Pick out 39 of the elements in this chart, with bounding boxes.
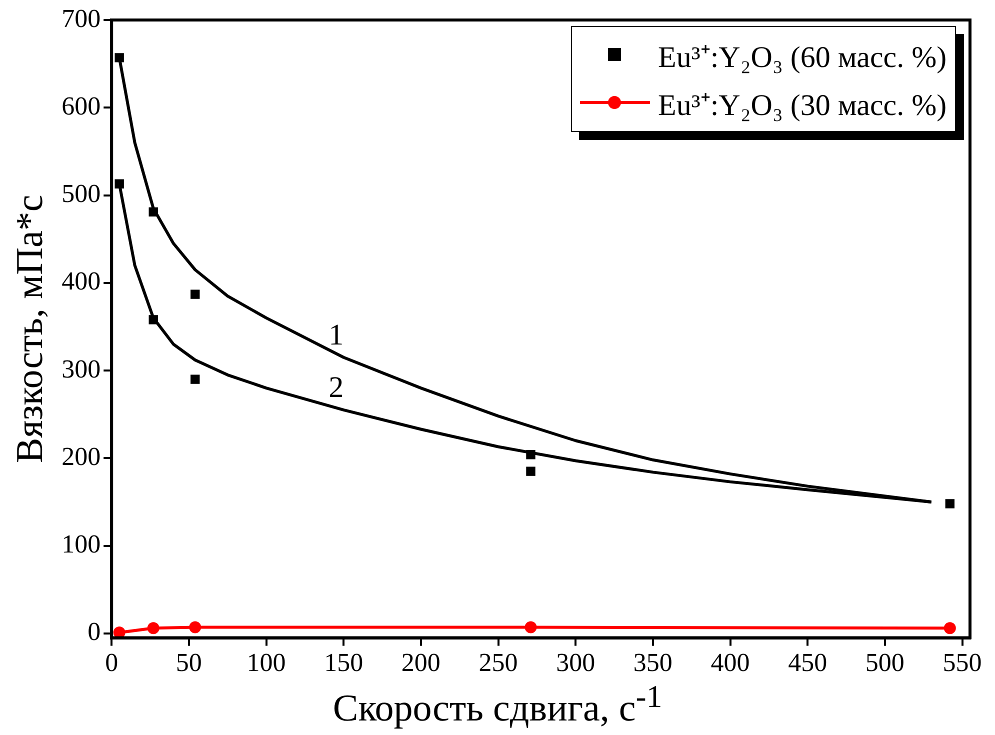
point [189, 621, 202, 634]
legend-label: Eu³⁺:Y₂O₃ (60 масс. %) [658, 40, 947, 76]
y-tick-label: 100 [62, 530, 101, 559]
point [944, 622, 956, 634]
point [113, 626, 126, 638]
y-tick-label: 700 [62, 4, 101, 33]
y-tick-label: 400 [62, 266, 101, 296]
x-tick-label: 400 [710, 648, 750, 678]
point [147, 622, 160, 634]
y-axis-title: Вязкость, мПа*с [8, 194, 51, 464]
point [524, 621, 537, 634]
y-tick-label: 600 [62, 91, 101, 120]
point [190, 374, 200, 384]
point [945, 499, 954, 508]
point [114, 179, 124, 188]
x-tick-label: 250 [478, 648, 518, 678]
x-tick-label: 150 [324, 648, 364, 678]
point [526, 450, 536, 460]
y-tick-label: 300 [62, 354, 101, 384]
x-axis-title: Скорость сдвига, с$^{-1}$ [332, 679, 664, 731]
y-tick-label: 500 [62, 179, 101, 208]
y-tick-label: 0 [88, 617, 101, 646]
point [190, 290, 200, 299]
point [148, 315, 158, 324]
x-tick-label: 300 [556, 648, 596, 678]
annotation: 2 [328, 370, 344, 404]
x-tick-label: 50 [176, 648, 202, 678]
x-tick-label: 200 [401, 648, 440, 678]
x-tick-label: 350 [633, 648, 672, 678]
x-tick-label: 450 [788, 648, 828, 678]
y-tick-label: 200 [62, 442, 101, 471]
x-tick-label: 550 [942, 648, 982, 678]
x-tick-label: 500 [865, 648, 904, 678]
legend-label: Eu³⁺:Y₂O₃ (30 масс. %) [658, 88, 947, 124]
point [148, 207, 158, 217]
point [114, 53, 124, 62]
x-tick-label: 100 [246, 648, 286, 678]
annotation: 1 [328, 318, 344, 352]
point [526, 466, 536, 476]
